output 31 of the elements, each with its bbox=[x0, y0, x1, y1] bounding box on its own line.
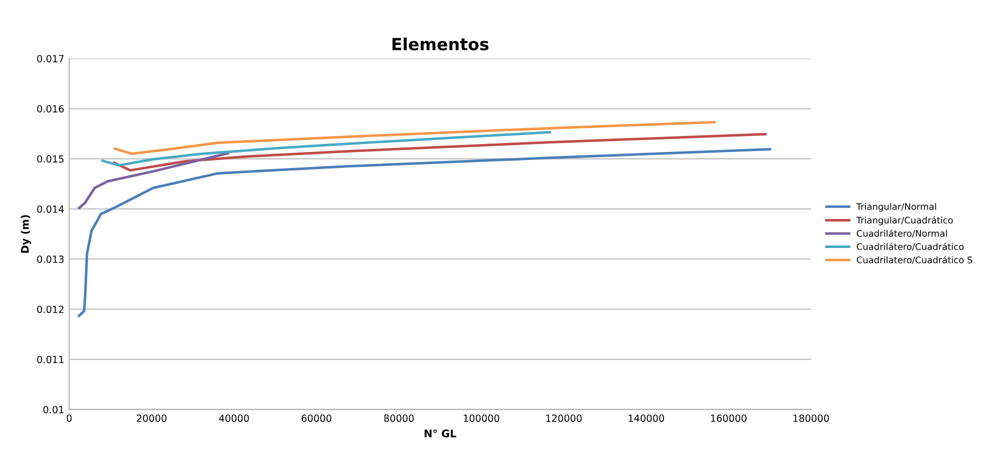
y-tick-label: 0.012 bbox=[37, 306, 64, 314]
line-series bbox=[101, 130, 551, 167]
x-tick-label: 120000 bbox=[546, 414, 582, 422]
legend-label: Cuadrilátero/Cuadrático bbox=[856, 242, 964, 251]
y-axis-title: Dy (m) bbox=[20, 215, 31, 253]
x-tick-label: 0 bbox=[66, 414, 72, 422]
legend-label: Triangular/Cuadrático bbox=[856, 216, 953, 226]
x-tick-label: 160000 bbox=[711, 414, 746, 422]
y-tick-label: 0.017 bbox=[37, 54, 64, 62]
x-tick-label: 40000 bbox=[219, 414, 249, 422]
line-series bbox=[114, 120, 716, 156]
x-tick-label: 100000 bbox=[464, 414, 500, 422]
line-series bbox=[78, 148, 772, 317]
y-tick-label: 0.014 bbox=[37, 205, 64, 213]
legend-label: Cuadrilatero/Cuadrático S bbox=[856, 256, 972, 264]
line-series bbox=[78, 152, 230, 210]
line-series bbox=[112, 132, 766, 172]
y-tick-label: 0.016 bbox=[37, 105, 64, 112]
y-tick-label: 0.01 bbox=[43, 406, 64, 414]
x-tick-label: 60000 bbox=[302, 414, 332, 422]
y-tick-label: 0.015 bbox=[37, 155, 64, 163]
x-axis-title: N° GL bbox=[424, 429, 456, 438]
y-tick-label: 0.011 bbox=[37, 356, 64, 364]
legend-label: Triangular/Normal bbox=[856, 202, 936, 212]
x-tick-label: 180000 bbox=[793, 414, 829, 422]
legend-label: Cuadrilátero/Normal bbox=[856, 229, 947, 238]
y-tick-label: 0.013 bbox=[37, 256, 64, 263]
x-tick-label: 20000 bbox=[136, 414, 166, 422]
chart-title: Elementos bbox=[392, 38, 488, 50]
x-tick-label: 140000 bbox=[628, 414, 664, 422]
x-tick-label: 80000 bbox=[384, 414, 414, 422]
